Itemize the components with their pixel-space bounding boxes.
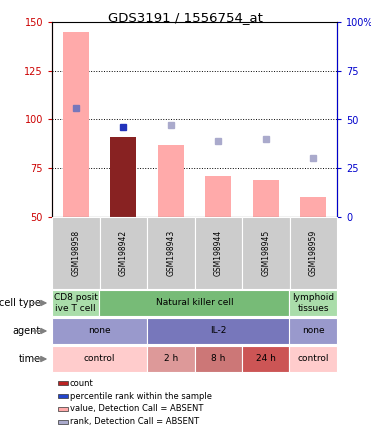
Text: GSM198943: GSM198943 — [166, 230, 175, 276]
Text: GSM198944: GSM198944 — [214, 230, 223, 276]
Bar — [52, 318, 147, 344]
Bar — [194, 217, 242, 289]
Bar — [58, 381, 68, 385]
Text: 2 h: 2 h — [164, 354, 178, 364]
Text: control: control — [84, 354, 115, 364]
Text: IL-2: IL-2 — [210, 326, 226, 336]
Text: percentile rank within the sample: percentile rank within the sample — [70, 392, 212, 400]
Text: GSM198942: GSM198942 — [119, 230, 128, 276]
Bar — [147, 217, 194, 289]
Text: GDS3191 / 1556754_at: GDS3191 / 1556754_at — [108, 11, 263, 24]
Bar — [99, 217, 147, 289]
Bar — [253, 180, 279, 217]
Bar — [289, 217, 337, 289]
Bar — [110, 137, 136, 217]
Bar — [194, 346, 242, 372]
Text: GSM198945: GSM198945 — [261, 230, 270, 276]
Text: CD8 posit
ive T cell: CD8 posit ive T cell — [54, 293, 98, 313]
Bar — [52, 290, 99, 316]
Text: 8 h: 8 h — [211, 354, 226, 364]
Bar — [58, 394, 68, 398]
Text: control: control — [298, 354, 329, 364]
Text: none: none — [88, 326, 111, 336]
Text: none: none — [302, 326, 325, 336]
Bar — [147, 346, 194, 372]
Bar — [63, 32, 89, 217]
Bar — [147, 318, 289, 344]
Text: Natural killer cell: Natural killer cell — [156, 298, 233, 308]
Text: GSM198959: GSM198959 — [309, 230, 318, 276]
Bar — [242, 217, 289, 289]
Bar — [300, 198, 326, 217]
Text: 24 h: 24 h — [256, 354, 276, 364]
Bar — [205, 176, 231, 217]
Bar — [52, 217, 99, 289]
Text: time: time — [19, 354, 41, 364]
Text: agent: agent — [13, 326, 41, 336]
Bar — [289, 346, 337, 372]
Bar — [58, 407, 68, 411]
Text: GSM198958: GSM198958 — [71, 230, 80, 276]
Text: cell type: cell type — [0, 298, 41, 308]
Text: lymphoid
tissues: lymphoid tissues — [292, 293, 334, 313]
Bar — [58, 420, 68, 424]
Text: rank, Detection Call = ABSENT: rank, Detection Call = ABSENT — [70, 417, 199, 426]
Bar — [289, 318, 337, 344]
Bar — [289, 290, 337, 316]
Text: value, Detection Call = ABSENT: value, Detection Call = ABSENT — [70, 404, 203, 413]
Bar — [52, 346, 147, 372]
Bar — [242, 346, 289, 372]
Text: count: count — [70, 379, 93, 388]
Bar — [158, 145, 184, 217]
Bar — [99, 290, 289, 316]
